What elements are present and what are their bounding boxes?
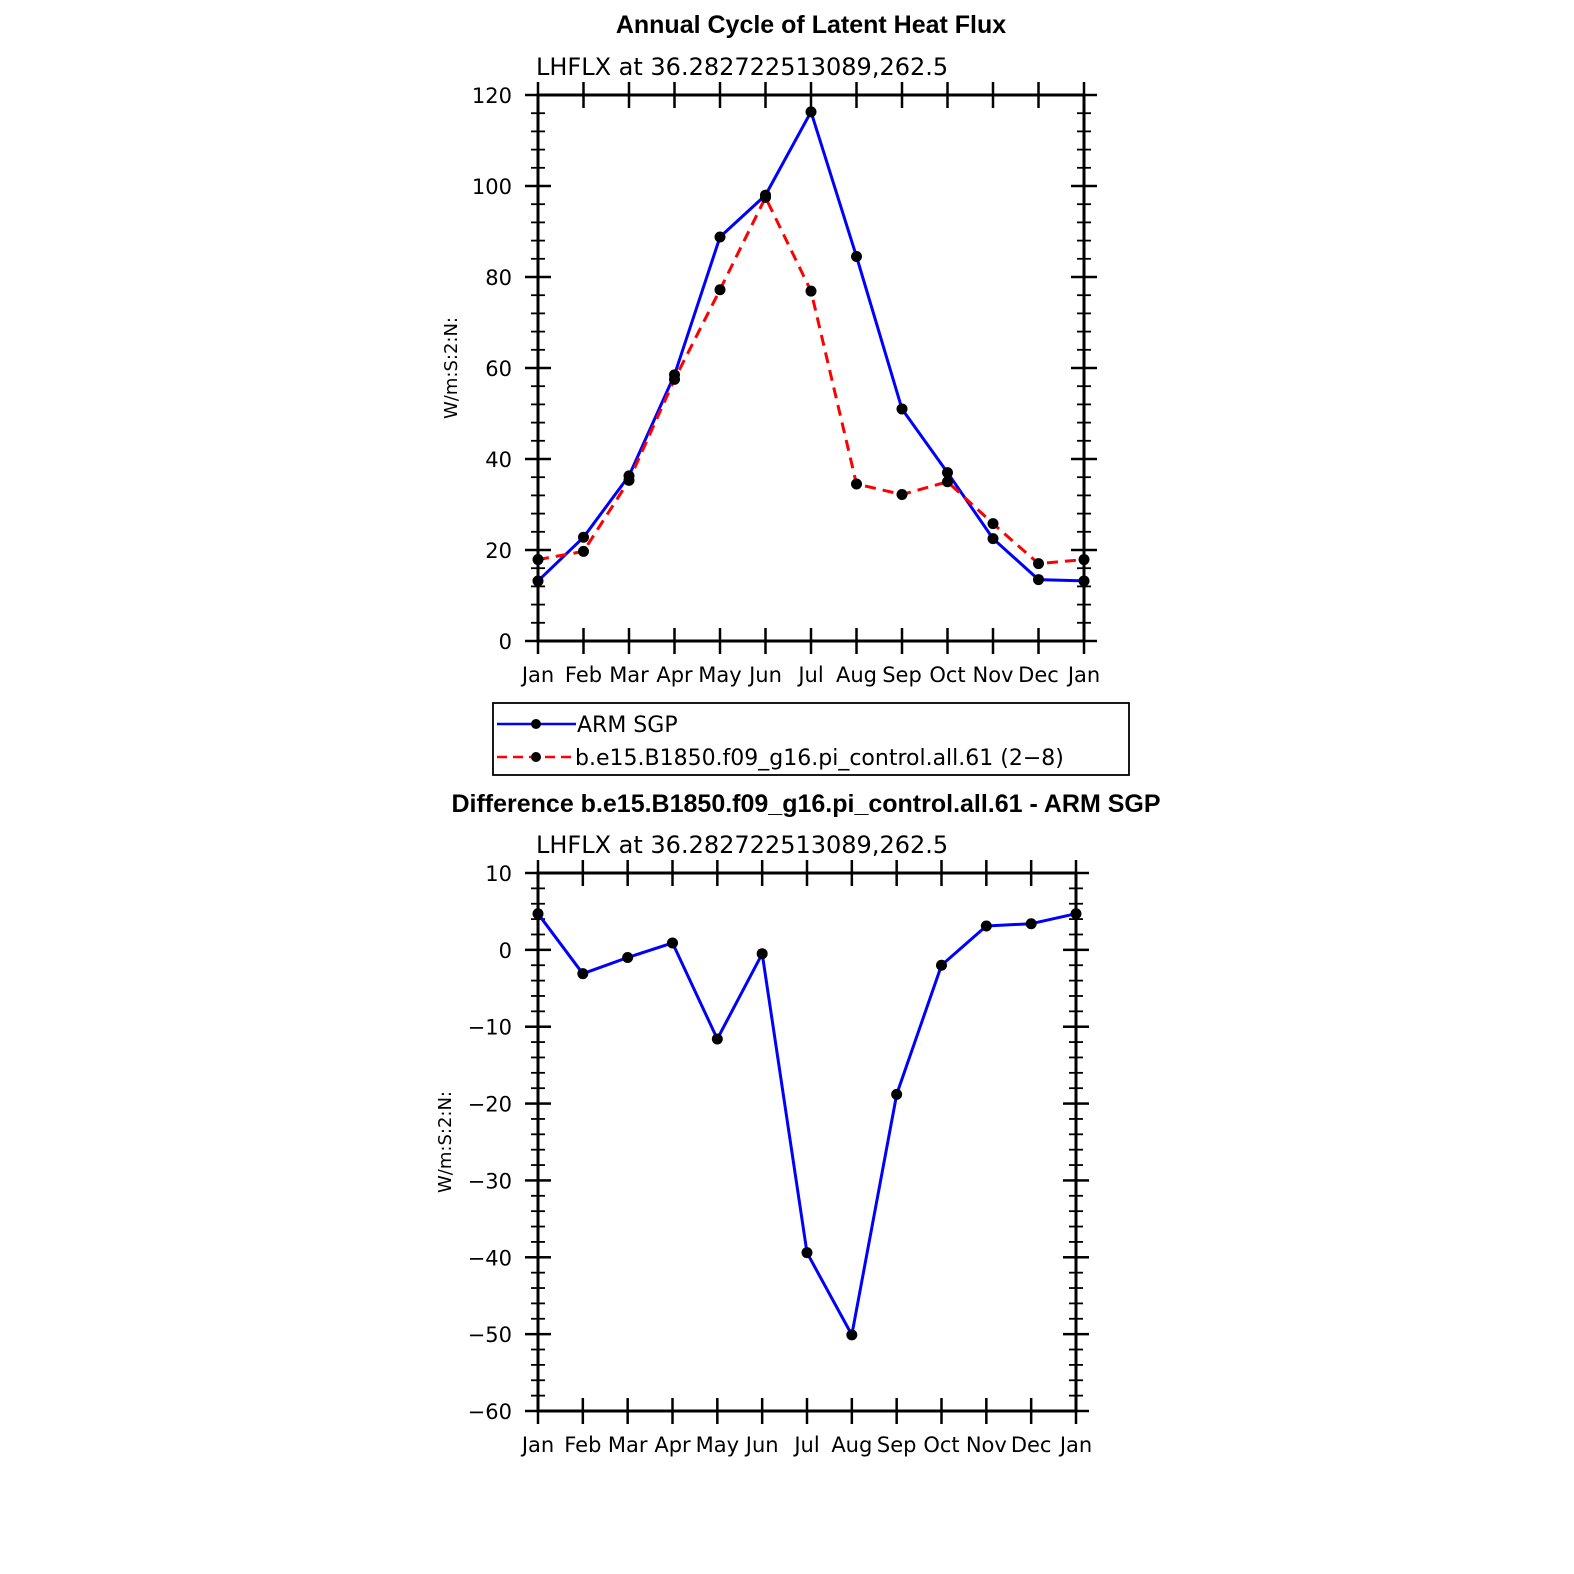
y-tick-label: 40 xyxy=(485,448,512,472)
data-point xyxy=(896,403,908,415)
y-tick-label: 60 xyxy=(485,357,512,381)
x-tick-label: Jul xyxy=(796,663,823,687)
x-tick-label: Jan xyxy=(1058,1433,1092,1457)
chart-subtitle: LHFLX at 36.282722513089,262.5 xyxy=(536,53,948,81)
x-tick-label: Jul xyxy=(792,1433,819,1457)
y-tick-label: −60 xyxy=(468,1400,512,1424)
tick-layer: −60 −50 −40 −30 −20 −10 0 10 Jan Feb Mar Apr May Jun J… xyxy=(468,860,1092,1457)
data-point xyxy=(1033,574,1044,586)
legend-marker-model xyxy=(531,752,541,762)
y-tick-label: −50 xyxy=(468,1323,512,1347)
x-tick-label: Jan xyxy=(520,1433,554,1457)
data-point xyxy=(669,373,680,385)
x-tick-label: Nov xyxy=(973,663,1014,687)
legend-label-arm-sgp: ARM SGP xyxy=(577,713,678,738)
x-tick-label: Mar xyxy=(609,663,649,687)
x-tick-label: Sep xyxy=(877,1433,917,1457)
chart-title: Difference b.e15.B1850.f09_g16.pi_contro… xyxy=(451,790,1160,818)
y-tick-label: 0 xyxy=(499,939,512,963)
data-point xyxy=(1025,918,1037,930)
chart-title: Annual Cycle of Latent Heat Flux xyxy=(616,11,1006,39)
data-point xyxy=(846,1329,858,1341)
data-point xyxy=(805,285,817,297)
series-layer xyxy=(532,106,1090,587)
series-line-0 xyxy=(536,912,1077,1337)
x-tick-label: Jun xyxy=(744,1433,779,1457)
x-tick-label: Oct xyxy=(929,663,965,687)
series-line-1 xyxy=(537,195,1085,566)
y-tick-label: 100 xyxy=(472,175,512,199)
y-tick-label: −40 xyxy=(468,1246,512,1270)
data-point xyxy=(891,1088,903,1100)
data-point xyxy=(760,191,771,203)
data-point xyxy=(714,231,726,243)
series-line-0 xyxy=(536,110,1085,583)
y-axis-label: W/m:S:2:N: xyxy=(435,1091,456,1193)
legend-label-model: b.e15.B1850.f09_g16.pi_control.all.61 (2… xyxy=(575,746,1064,771)
data-point xyxy=(987,518,999,530)
chart-subtitle: LHFLX at 36.282722513089,262.5 xyxy=(536,831,948,859)
data-point xyxy=(980,920,992,932)
y-tick-label: −20 xyxy=(468,1093,512,1117)
data-point xyxy=(667,937,678,949)
legend-marker-arm-sgp xyxy=(531,719,541,729)
x-tick-label: Aug xyxy=(831,1433,872,1457)
x-tick-label: Oct xyxy=(923,1433,959,1457)
y-tick-label: −10 xyxy=(468,1016,512,1040)
y-tick-label: −30 xyxy=(468,1169,512,1193)
data-point xyxy=(623,474,635,486)
x-tick-label: Dec xyxy=(1018,663,1059,687)
plot-frame xyxy=(536,93,1086,643)
y-tick-label: 80 xyxy=(485,266,512,290)
x-tick-label: Jun xyxy=(747,663,782,687)
data-point xyxy=(756,948,768,960)
data-point xyxy=(805,106,817,118)
x-tick-label: Jan xyxy=(1066,663,1100,687)
x-tick-label: Apr xyxy=(654,1433,691,1457)
data-point xyxy=(851,478,862,490)
data-point xyxy=(896,488,908,500)
data-point xyxy=(801,1247,813,1259)
y-axis-label: W/m:S:2:N: xyxy=(441,317,462,419)
x-tick-label: Sep xyxy=(882,663,922,687)
x-tick-label: Feb xyxy=(565,663,602,687)
series-layer xyxy=(532,908,1082,1341)
y-tick-label: 10 xyxy=(485,862,512,886)
legend-box xyxy=(492,702,1130,776)
data-point xyxy=(622,952,634,964)
data-point xyxy=(851,251,862,263)
x-tick-label: Jan xyxy=(520,663,554,687)
data-point xyxy=(987,533,999,545)
data-point xyxy=(578,531,589,543)
data-point xyxy=(577,968,589,980)
data-point xyxy=(936,959,947,971)
plot-frame xyxy=(536,871,1078,1413)
x-tick-label: Nov xyxy=(966,1433,1007,1457)
x-tick-label: May xyxy=(696,1433,739,1457)
x-tick-label: Aug xyxy=(836,663,877,687)
legend: ARM SGP b.e15.B1850.f09_g16.pi_control.a… xyxy=(492,702,1130,776)
data-point xyxy=(578,545,589,557)
y-tick-label: 0 xyxy=(499,630,512,654)
x-tick-label: May xyxy=(698,663,741,687)
data-point xyxy=(942,467,953,479)
x-tick-label: Feb xyxy=(564,1433,601,1457)
data-point xyxy=(942,476,953,488)
data-point xyxy=(714,284,726,296)
data-point xyxy=(1033,558,1044,570)
y-tick-label: 20 xyxy=(485,539,512,563)
data-point xyxy=(711,1033,723,1045)
y-tick-label: 120 xyxy=(472,84,512,108)
x-tick-label: Dec xyxy=(1011,1433,1052,1457)
x-tick-label: Apr xyxy=(656,663,693,687)
x-tick-label: Mar xyxy=(608,1433,648,1457)
panel-difference: Difference b.e15.B1850.f09_g16.pi_contro… xyxy=(435,790,1161,1457)
tick-layer: 0 20 40 60 80 100 120 Jan Feb Mar Apr May Jun Jul Aug S… xyxy=(472,82,1100,687)
panel-annual-cycle: Annual Cycle of Latent Heat Flux LHFLX a… xyxy=(441,11,1100,687)
